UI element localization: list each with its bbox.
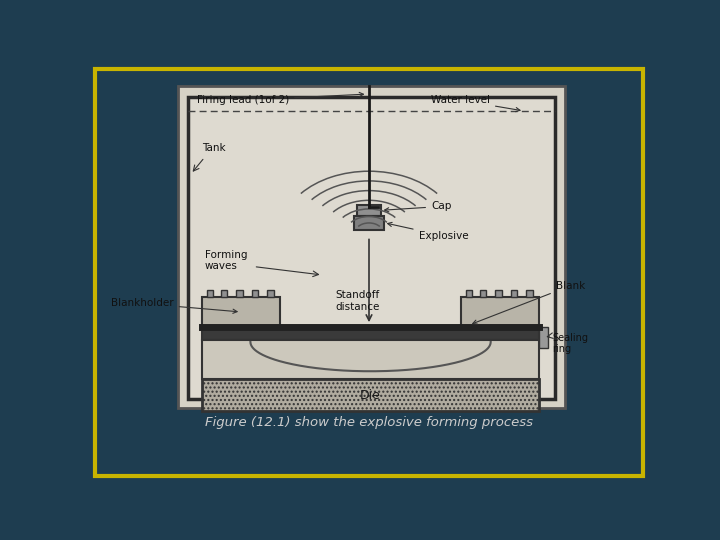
Bar: [178, 86, 565, 408]
Bar: [188, 97, 555, 399]
Text: Standoff
distance: Standoff distance: [336, 291, 379, 312]
Bar: [539, 327, 548, 348]
Text: Tank: Tank: [202, 143, 225, 153]
Bar: [202, 328, 539, 340]
Bar: [236, 291, 243, 298]
Bar: [202, 340, 539, 379]
Bar: [207, 291, 213, 298]
Bar: [221, 291, 228, 298]
Bar: [202, 379, 539, 411]
Text: Water level: Water level: [431, 95, 520, 112]
Text: Firing lead (1of 2): Firing lead (1of 2): [197, 92, 364, 105]
Bar: [252, 291, 258, 298]
Text: Sealing
ring: Sealing ring: [552, 333, 588, 354]
Bar: [510, 291, 517, 298]
Bar: [466, 291, 472, 298]
Text: Blank: Blank: [473, 281, 585, 324]
Bar: [202, 298, 280, 327]
Bar: [357, 205, 381, 215]
Bar: [480, 291, 486, 298]
Bar: [526, 291, 533, 298]
Bar: [267, 291, 274, 298]
Bar: [462, 298, 539, 327]
Text: Figure (12.1) show the explosive forming process: Figure (12.1) show the explosive forming…: [205, 416, 533, 429]
Bar: [354, 215, 384, 230]
Text: Die: Die: [360, 389, 381, 402]
Text: Forming
waves: Forming waves: [204, 249, 247, 271]
Text: Blankholder: Blankholder: [111, 299, 237, 313]
Text: Cap: Cap: [384, 201, 451, 212]
Text: Explosive: Explosive: [387, 222, 468, 241]
Bar: [495, 291, 502, 298]
